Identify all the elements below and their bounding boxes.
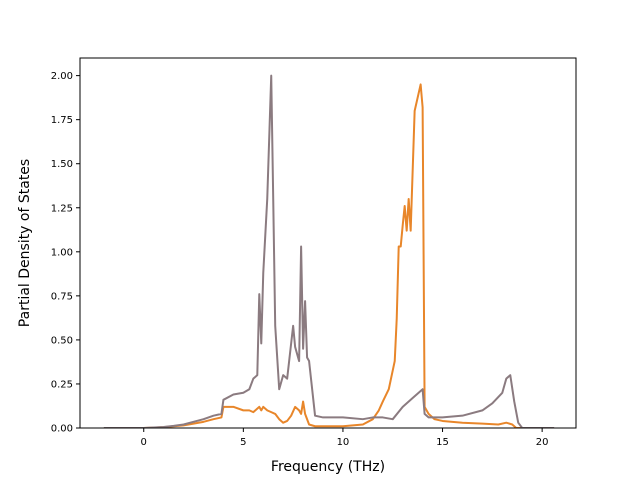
y-tick-label: 1.50 — [51, 159, 73, 170]
x-tick-label: 10 — [337, 437, 350, 448]
x-axis-label: Frequency (THz) — [271, 459, 385, 475]
y-tick-label: 0.75 — [51, 291, 73, 302]
x-tick-label: 5 — [240, 437, 246, 448]
plot-frame — [79, 57, 577, 429]
x-axis: 0 5 10 15 20 — [141, 428, 549, 448]
series-line-2 — [103, 74, 555, 428]
x-tick-label: 15 — [436, 437, 449, 448]
series-layer — [103, 74, 555, 428]
y-axis: 0.00 0.25 0.50 0.75 1.00 1.25 1.50 1.75 2.00 — [51, 71, 80, 435]
y-tick-label: 2.00 — [51, 71, 73, 82]
y-tick-label: 1.75 — [51, 115, 73, 126]
x-tick-label: 0 — [141, 437, 147, 448]
y-tick-label: 0.50 — [51, 335, 73, 346]
x-tick-label: 20 — [536, 437, 549, 448]
y-tick-label: 0.00 — [51, 424, 73, 435]
y-axis-label: Partial Density of States — [17, 159, 33, 327]
y-tick-label: 0.25 — [51, 379, 73, 390]
y-tick-label: 1.00 — [51, 247, 73, 258]
y-tick-label: 1.25 — [51, 203, 73, 214]
